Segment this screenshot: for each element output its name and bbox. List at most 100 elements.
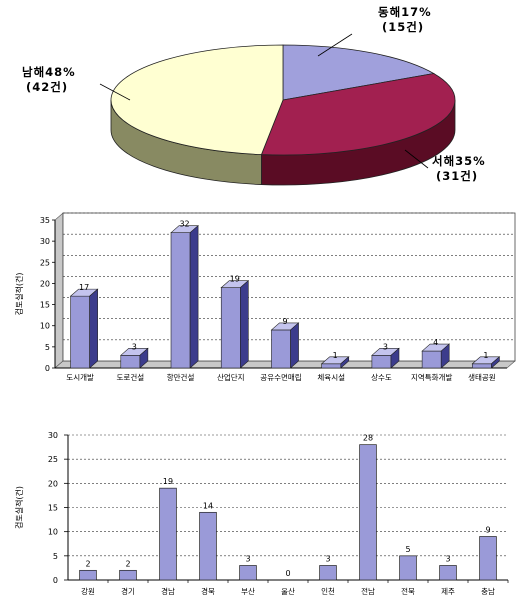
category-label: 지역특화개발: [411, 372, 452, 382]
data-label: 5: [405, 545, 410, 554]
category-label: 생태공원: [468, 372, 496, 382]
bar-4: [239, 565, 257, 581]
y-tick-label: 0: [45, 364, 50, 373]
y-tick-label: 5: [45, 343, 50, 352]
y-axis-label: 검토실적(건): [14, 486, 24, 529]
bar-0: [69, 288, 99, 369]
category-label: 울산: [281, 586, 295, 595]
bar-2: [170, 225, 199, 369]
y-tick-label: 0: [53, 576, 58, 585]
bar-1: [119, 347, 149, 369]
bar-4: [270, 322, 300, 369]
category-label: 산업단지: [217, 372, 245, 382]
category-label: 공유수면매립: [260, 372, 301, 382]
bar-10: [479, 536, 497, 581]
y-tick-label: 15: [48, 504, 58, 513]
bar-chart-project-type: 0 5 10 15 20 25 30 35 검토실적(건) 17 도시개발 3 도로건설 32 항만건설 19…: [0, 200, 526, 388]
category-label: 도로건설: [117, 372, 145, 382]
y-tick-label: 20: [48, 479, 58, 488]
data-label: 3: [132, 342, 137, 351]
bar-6: [319, 565, 337, 581]
pie-label: 동해17%: [378, 5, 432, 19]
bar-face: [472, 363, 492, 369]
y-tick-label: 25: [40, 258, 50, 267]
y-tick-label: 35: [40, 216, 50, 225]
data-label: 2: [85, 559, 90, 568]
data-label: 3: [325, 555, 330, 564]
pie-chart: 동해17% (15건) 서해35% (31건) 남해48% (42건): [0, 0, 526, 200]
pie-label: 남해48%: [22, 65, 76, 79]
category-label: 강원: [81, 586, 95, 595]
category-label: 인천: [321, 586, 335, 595]
pie-label: 서해35%: [432, 154, 486, 168]
y-tick-label: 20: [40, 279, 50, 288]
bar-face: [220, 287, 241, 369]
bar-3: [220, 279, 250, 369]
data-label: 1: [333, 351, 338, 360]
bar-9: [439, 565, 457, 581]
data-label: 1: [483, 351, 488, 360]
bar-7: [421, 343, 451, 369]
pie-label: (15건): [382, 20, 424, 34]
category-label: 상수도: [371, 372, 392, 382]
bar-face: [321, 363, 342, 369]
pie-slice-1: [260, 73, 456, 156]
bar-side: [290, 322, 299, 369]
bar-face: [421, 350, 442, 369]
category-label: 경남: [161, 586, 175, 595]
data-label: 3: [445, 555, 450, 564]
bar-face: [170, 232, 191, 369]
bar-face: [70, 295, 90, 369]
bar-face: [271, 329, 291, 369]
category-label: 항만건설: [167, 372, 195, 382]
pie-leader-line: [99, 83, 131, 101]
bar-side: [340, 356, 350, 369]
data-label: 3: [245, 555, 250, 564]
bar-3: [199, 511, 217, 581]
bar-side: [240, 279, 249, 369]
pie-leader-line: [404, 149, 429, 169]
pie-label: (31건): [436, 169, 478, 183]
bar-chart-region-svg: 0 5 10 15 20 25 30 검토실적(건) 2 강원 2 경기 19 경남 14 경북 3 부산 0 울산 3…: [14, 431, 509, 595]
pie-label: (42건): [26, 80, 68, 94]
y-axis-label: 검토실적(건): [14, 272, 24, 315]
bar-8: [399, 555, 417, 581]
bar-side: [390, 347, 400, 369]
category-label: 경기: [121, 586, 135, 595]
category-label: 충남: [481, 587, 495, 595]
category-label: 경북: [201, 586, 215, 595]
bar-side: [491, 356, 500, 369]
y-tick-label: 5: [53, 552, 58, 561]
data-label: 2: [125, 559, 130, 568]
bar-6: [371, 347, 400, 369]
bar-face: [371, 355, 392, 369]
pie-slice-2: [110, 44, 284, 155]
bar-side: [440, 343, 450, 369]
category-label: 도시개발: [66, 372, 94, 382]
bar-side: [189, 225, 199, 369]
bar-chart-region: 0 5 10 15 20 25 30 검토실적(건) 2 강원 2 경기 19 경남 14 경북 3 부산 0 울산 3…: [0, 420, 526, 595]
y-tick-label: 25: [48, 455, 58, 464]
chart-side-wall: [54, 212, 64, 369]
bar-7: [359, 444, 377, 581]
category-label: 부산: [241, 586, 255, 595]
pie-slices: [110, 44, 456, 186]
bar-side: [139, 347, 149, 369]
bar-5: [320, 356, 350, 369]
y-tick-label: 30: [48, 431, 58, 440]
data-label: 32: [179, 220, 189, 229]
bar-1: [119, 569, 137, 581]
bar-0: [79, 569, 97, 581]
data-label: 9: [485, 526, 490, 535]
category-label: 체육시설: [317, 372, 345, 382]
data-label: 0: [285, 569, 290, 578]
pie-chart-svg: 동해17%(15건) 서해35%(31건) 남해48%(42건): [22, 5, 486, 186]
data-label: 17: [79, 283, 89, 292]
data-label: 28: [363, 434, 373, 443]
pie-leader-line: [317, 33, 353, 57]
bar-face: [120, 355, 141, 369]
pie-slice-0: [282, 44, 435, 101]
y-tick-label: 10: [40, 322, 50, 331]
data-label: 19: [230, 275, 240, 284]
